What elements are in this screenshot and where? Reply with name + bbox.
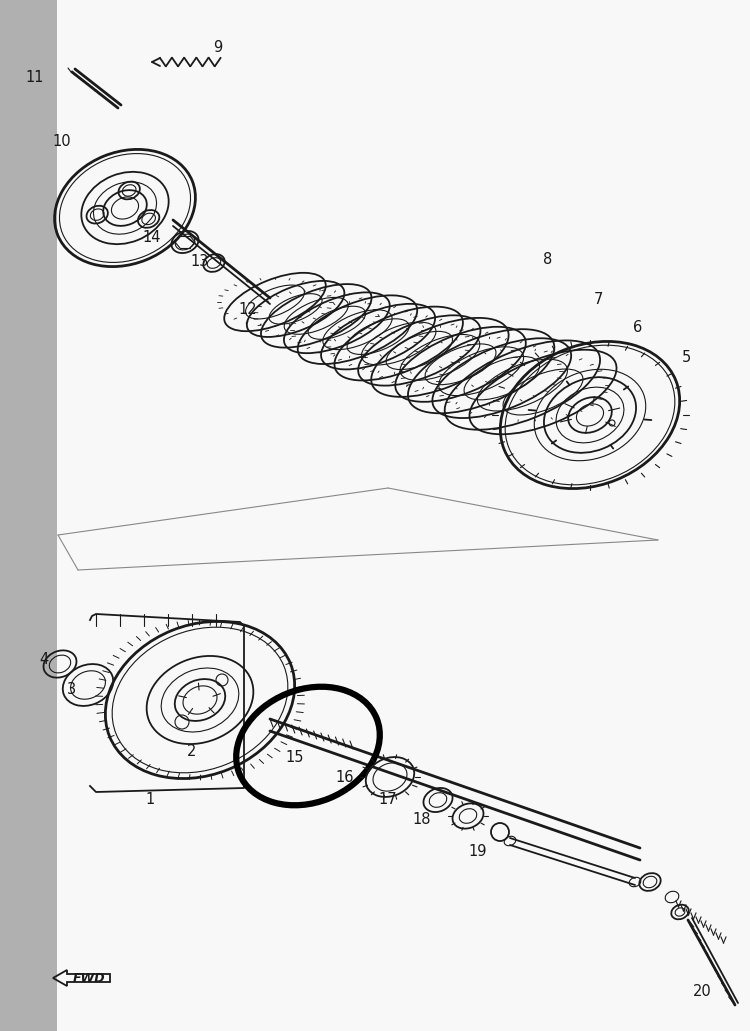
Text: 18: 18 (413, 812, 431, 828)
Text: 5: 5 (681, 351, 691, 366)
Text: 17: 17 (379, 793, 398, 807)
Text: 15: 15 (286, 751, 304, 765)
Text: 7: 7 (593, 293, 603, 307)
Text: 4: 4 (39, 653, 49, 667)
Text: 13: 13 (190, 255, 209, 269)
Text: 1: 1 (146, 793, 154, 807)
Text: 16: 16 (336, 770, 354, 786)
Text: 20: 20 (693, 985, 711, 999)
Text: 2: 2 (188, 744, 196, 760)
Text: 12: 12 (238, 302, 257, 318)
Text: 19: 19 (469, 844, 488, 860)
Bar (0, 0, 57, 1031)
Text: 11: 11 (26, 70, 44, 86)
Text: 14: 14 (142, 231, 161, 245)
Text: 10: 10 (53, 134, 71, 149)
Text: 3: 3 (68, 683, 76, 698)
Text: 6: 6 (633, 321, 643, 335)
Text: 8: 8 (543, 253, 553, 267)
Text: 9: 9 (213, 40, 223, 56)
Text: FWD: FWD (73, 971, 105, 985)
